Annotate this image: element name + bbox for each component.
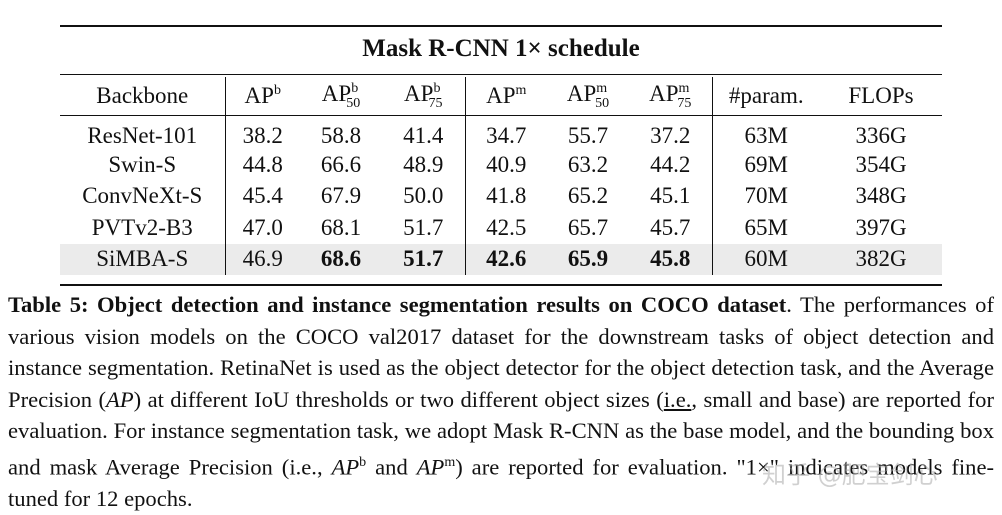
cell-ap-m75: 44.2 — [650, 151, 691, 177]
cell-backbone: PVTv2-B3 — [91, 214, 193, 240]
cell-param: 60M — [711, 243, 820, 275]
caption-title: Table 5: Object detection and instance s… — [8, 292, 787, 317]
cell-ap-b75: 48.9 — [403, 151, 444, 177]
cell-flops: 354G — [855, 151, 907, 177]
cell-ap-m: 42.6 — [464, 243, 547, 275]
header-ap-box-50: APb50 — [321, 80, 361, 111]
header-ap-mask: APm — [464, 77, 547, 116]
header-param: #param. — [711, 77, 820, 116]
cell-param: 65M — [711, 212, 820, 244]
cell-ap-b75: 41.4 — [403, 122, 444, 148]
table-top-rule — [60, 25, 942, 27]
cell-ap-m50: 65.7 — [567, 214, 609, 240]
cell-ap-b75: 50.0 — [403, 183, 444, 209]
cell-ap-m: 41.8 — [464, 180, 547, 212]
cell-ap-b50: 58.8 — [320, 122, 362, 148]
cell-ap-b75: 51.7 — [382, 243, 465, 275]
cell-ap-b: 38.2 — [224, 116, 300, 149]
cell-ap-b: 45.4 — [224, 180, 300, 212]
watermark: 知乎 @肥宝剑心 — [762, 461, 938, 489]
table-row-resnet-101: ResNet-101 38.2 58.8 41.4 34.7 55.7 37.2… — [60, 116, 942, 149]
cell-ap-m75: 45.8 — [629, 243, 712, 275]
cell-param: 69M — [711, 149, 820, 181]
cell-ap-m75: 37.2 — [650, 122, 691, 148]
header-ap-mask-75: APm75 — [649, 80, 692, 111]
header-backbone: Backbone — [96, 83, 189, 108]
header-row: Backbone APb APb50 APb75 APm APm50 APm75… — [60, 77, 942, 116]
table-row-convnext-s: ConvNeXt-S 45.4 67.9 50.0 41.8 65.2 45.1… — [60, 180, 942, 212]
cell-ap-b: 44.8 — [224, 149, 300, 181]
cell-ap-b75: 51.7 — [403, 214, 444, 240]
header-ap-box: APb — [224, 77, 300, 116]
cell-ap-m75: 45.1 — [650, 183, 691, 209]
cell-ap-m: 34.7 — [464, 116, 547, 149]
cell-ap-m50: 63.2 — [567, 151, 609, 177]
table-bottom-rule — [60, 284, 942, 286]
schedule-rule — [60, 74, 942, 75]
cell-backbone: SiMBA-S — [60, 243, 225, 275]
cell-ap-m: 42.5 — [464, 212, 547, 244]
cell-ap-m50: 55.7 — [567, 122, 609, 148]
table-row-swin-s: Swin-S 44.8 66.6 48.9 40.9 63.2 44.2 69M… — [60, 149, 942, 181]
header-ap-mask-50: APm50 — [566, 80, 610, 111]
cell-ap-b50: 66.6 — [320, 151, 362, 177]
header-ap-box-75: APb75 — [404, 80, 443, 111]
table-caption: Table 5: Object detection and instance s… — [8, 292, 995, 512]
cell-backbone: ResNet-101 — [87, 122, 198, 148]
cell-ap-b50: 68.6 — [300, 243, 382, 275]
table-row-pvtv2-b3: PVTv2-B3 47.0 68.1 51.7 42.5 65.7 45.7 6… — [60, 212, 942, 244]
cell-flops: 348G — [855, 183, 907, 209]
cell-ap-b: 47.0 — [224, 212, 300, 244]
cell-param: 70M — [711, 180, 820, 212]
cell-flops: 336G — [855, 122, 907, 148]
cell-ap-b: 46.9 — [224, 243, 300, 275]
cell-ap-m: 40.9 — [464, 149, 547, 181]
cell-ap-m75: 45.7 — [650, 214, 691, 240]
table-schedule-title: Mask R-CNN 1× schedule — [362, 35, 640, 62]
cell-ap-m50: 65.9 — [547, 243, 629, 275]
header-flops: FLOPs — [848, 83, 914, 108]
cell-backbone: Swin-S — [108, 151, 177, 177]
cell-ap-b50: 68.1 — [320, 214, 362, 240]
cell-flops: 397G — [855, 214, 907, 240]
cell-ap-b50: 67.9 — [320, 183, 362, 209]
cell-flops: 382G — [820, 243, 942, 275]
cell-ap-m50: 65.2 — [567, 183, 609, 209]
cell-backbone: ConvNeXt-S — [82, 183, 203, 209]
cell-param: 63M — [711, 116, 820, 149]
results-table: Backbone APb APb50 APb75 APm APm50 APm75… — [60, 77, 942, 275]
table-row-simba-s: SiMBA-S 46.9 68.6 51.7 42.6 65.9 45.8 60… — [60, 243, 942, 275]
